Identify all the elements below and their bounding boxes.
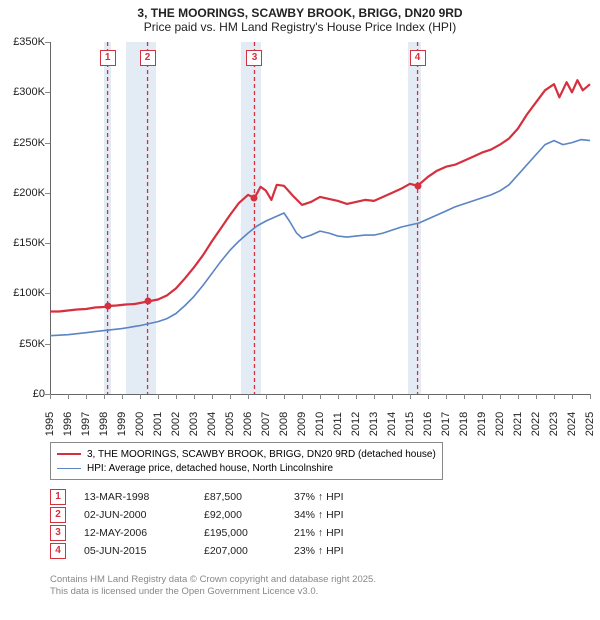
event-marker: 1	[100, 50, 116, 66]
legend: 3, THE MOORINGS, SCAWBY BROOK, BRIGG, DN…	[50, 442, 443, 480]
sale-price: £195,000	[204, 527, 294, 539]
table-row: 1 13-MAR-1998£87,50037% ↑ HPI	[50, 488, 384, 506]
row-marker: 3	[50, 525, 66, 541]
sale-date: 05-JUN-2015	[84, 545, 204, 557]
x-tick-label: 2013	[368, 409, 380, 439]
x-tick-label: 1999	[116, 409, 128, 439]
x-tick-label: 2006	[242, 409, 254, 439]
x-tick-label: 2002	[170, 409, 182, 439]
x-tick-label: 2020	[494, 409, 506, 439]
sale-price: £87,500	[204, 491, 294, 503]
y-tick-label: £150K	[0, 237, 45, 249]
x-tick-label: 2001	[152, 409, 164, 439]
sale-marker-dot	[144, 298, 151, 305]
y-tick-label: £350K	[0, 36, 45, 48]
sales-table: 1 13-MAR-1998£87,50037% ↑ HPI 2 02-JUN-2000…	[50, 488, 384, 560]
sale-hpi: 37% ↑ HPI	[294, 491, 384, 503]
x-tick-label: 2018	[458, 409, 470, 439]
y-tick-label: £100K	[0, 287, 45, 299]
sale-date: 02-JUN-2000	[84, 509, 204, 521]
plot-area: £0£50K£100K£150K£200K£250K£300K£350K1995…	[50, 42, 590, 394]
sale-hpi: 23% ↑ HPI	[294, 545, 384, 557]
x-tick-label: 2023	[548, 409, 560, 439]
sale-date: 12-MAY-2006	[84, 527, 204, 539]
x-tick-label: 2016	[422, 409, 434, 439]
sale-marker-dot	[414, 182, 421, 189]
x-tick-label: 2021	[512, 409, 524, 439]
legend-row: HPI: Average price, detached house, Nort…	[57, 461, 436, 475]
x-tick-label: 2008	[278, 409, 290, 439]
x-tick-label: 2004	[206, 409, 218, 439]
y-tick-label: £300K	[0, 86, 45, 98]
y-tick-label: £250K	[0, 137, 45, 149]
y-tick-label: £50K	[0, 338, 45, 350]
row-marker: 2	[50, 507, 66, 523]
x-tick-label: 2012	[350, 409, 362, 439]
footer-line2: This data is licensed under the Open Gov…	[50, 586, 376, 598]
x-tick-label: 2009	[296, 409, 308, 439]
y-tick-label: £200K	[0, 187, 45, 199]
x-tick-label: 2010	[314, 409, 326, 439]
title-line2: Price paid vs. HM Land Registry's House …	[2, 20, 598, 34]
x-tick-label: 1996	[62, 409, 74, 439]
sale-hpi: 21% ↑ HPI	[294, 527, 384, 539]
x-tick-label: 2011	[332, 409, 344, 439]
legend-label: HPI: Average price, detached house, Nort…	[87, 463, 333, 474]
x-tick-label: 1998	[98, 409, 110, 439]
event-marker: 2	[140, 50, 156, 66]
sale-marker-dot	[251, 194, 258, 201]
series-price_paid	[50, 80, 590, 311]
x-tick-label: 2024	[566, 409, 578, 439]
x-tick-label: 2014	[386, 409, 398, 439]
sale-price: £207,000	[204, 545, 294, 557]
sale-price: £92,000	[204, 509, 294, 521]
x-tick-label: 2003	[188, 409, 200, 439]
x-tick-label: 2025	[584, 409, 596, 439]
table-row: 2 02-JUN-2000£92,00034% ↑ HPI	[50, 506, 384, 524]
y-tick-label: £0	[0, 388, 45, 400]
row-marker: 1	[50, 489, 66, 505]
legend-swatch	[57, 468, 81, 469]
series-hpi	[50, 140, 590, 336]
chart-title: 3, THE MOORINGS, SCAWBY BROOK, BRIGG, DN…	[0, 0, 600, 36]
chart-svg	[50, 42, 590, 394]
x-tick-label: 2000	[134, 409, 146, 439]
x-tick-label: 2017	[440, 409, 452, 439]
event-marker: 4	[410, 50, 426, 66]
event-marker: 3	[246, 50, 262, 66]
footer-attribution: Contains HM Land Registry data © Crown c…	[50, 574, 376, 599]
row-marker: 4	[50, 543, 66, 559]
x-tick-label: 2022	[530, 409, 542, 439]
footer-line1: Contains HM Land Registry data © Crown c…	[50, 574, 376, 586]
x-tick-label: 1997	[80, 409, 92, 439]
x-tick-label: 1995	[44, 409, 56, 439]
table-row: 4 05-JUN-2015£207,00023% ↑ HPI	[50, 542, 384, 560]
x-tick-label: 2007	[260, 409, 272, 439]
x-tick-label: 2015	[404, 409, 416, 439]
title-line1: 3, THE MOORINGS, SCAWBY BROOK, BRIGG, DN…	[2, 6, 598, 20]
table-row: 3 12-MAY-2006£195,00021% ↑ HPI	[50, 524, 384, 542]
x-tick-label: 2019	[476, 409, 488, 439]
legend-row: 3, THE MOORINGS, SCAWBY BROOK, BRIGG, DN…	[57, 447, 436, 461]
legend-swatch	[57, 453, 81, 455]
sale-date: 13-MAR-1998	[84, 491, 204, 503]
legend-label: 3, THE MOORINGS, SCAWBY BROOK, BRIGG, DN…	[87, 449, 436, 460]
sale-hpi: 34% ↑ HPI	[294, 509, 384, 521]
sale-marker-dot	[104, 303, 111, 310]
x-tick-label: 2005	[224, 409, 236, 439]
